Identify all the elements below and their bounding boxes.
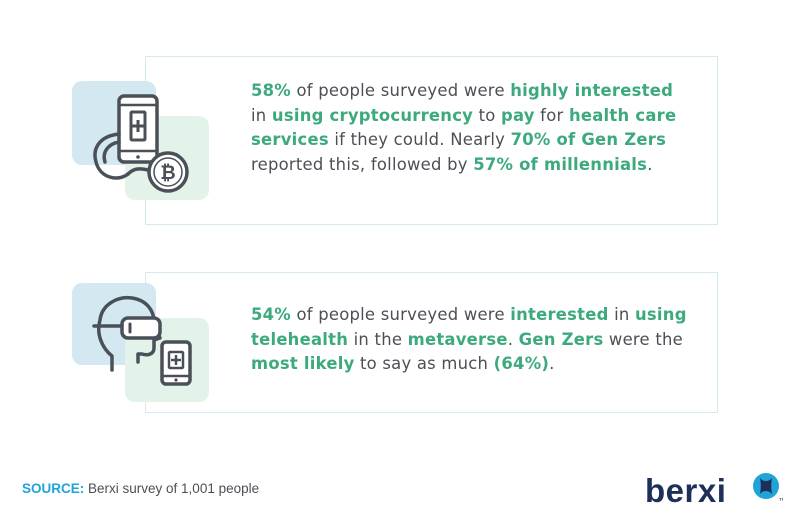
highlight-text: Gen Zers bbox=[518, 329, 604, 349]
body-text: of people surveyed were bbox=[290, 305, 511, 324]
source-text: Berxi survey of 1,001 people bbox=[84, 481, 260, 496]
body-text: of people surveyed were bbox=[290, 81, 511, 100]
body-text: . bbox=[647, 154, 653, 174]
highlight-text: most likely bbox=[251, 354, 355, 373]
stat-text: 54% of people surveyed were interested i… bbox=[251, 303, 691, 377]
highlight-text: (64%) bbox=[493, 354, 550, 373]
body-text: were the bbox=[603, 329, 683, 349]
highlight-text: using cryptocurrency bbox=[271, 105, 474, 125]
body-text: if they could. Nearly bbox=[328, 130, 511, 149]
svg-text:₿: ₿ bbox=[160, 162, 175, 184]
body-text: in the bbox=[348, 329, 408, 349]
body-text: to say as much bbox=[354, 354, 494, 373]
logo-wordmark: berxi bbox=[645, 472, 727, 509]
body-text: . bbox=[549, 354, 555, 373]
logo-mark-icon: TM bbox=[753, 473, 783, 502]
highlight-text: 58% bbox=[251, 81, 291, 100]
body-text: in bbox=[251, 105, 272, 125]
body-text: in bbox=[608, 305, 635, 324]
source-label: SOURCE: bbox=[22, 481, 85, 496]
vr-headset-telehealth-icon bbox=[72, 283, 209, 402]
highlight-text: 57% of millennials bbox=[473, 154, 648, 174]
highlight-text: using telehealth bbox=[251, 305, 687, 349]
highlight-text: pay bbox=[500, 105, 535, 125]
body-text: to bbox=[473, 105, 501, 125]
highlight-text: health care services bbox=[251, 105, 677, 150]
body-text: . bbox=[507, 329, 519, 349]
highlight-text: highly interested bbox=[510, 81, 674, 100]
stat-text: 58% of people surveyed were highly inter… bbox=[251, 79, 691, 177]
trademark-text: TM bbox=[779, 497, 783, 502]
stat-card-telehealth: 54% of people surveyed were interested i… bbox=[145, 272, 718, 413]
berxi-logo: berxi TM bbox=[645, 470, 785, 514]
stat-card-crypto: 58% of people surveyed were highly inter… bbox=[145, 56, 718, 225]
highlight-text: interested bbox=[510, 305, 609, 324]
highlight-text: 70% of Gen Zers bbox=[510, 130, 667, 149]
source-note: SOURCE: Berxi survey of 1,001 people bbox=[22, 481, 259, 496]
highlight-text: metaverse bbox=[407, 329, 508, 349]
body-text: for bbox=[534, 105, 569, 125]
body-text: reported this, followed by bbox=[251, 154, 474, 174]
phone-stethoscope-bitcoin-icon: ₿ bbox=[72, 81, 209, 200]
highlight-text: 54% bbox=[251, 305, 291, 324]
